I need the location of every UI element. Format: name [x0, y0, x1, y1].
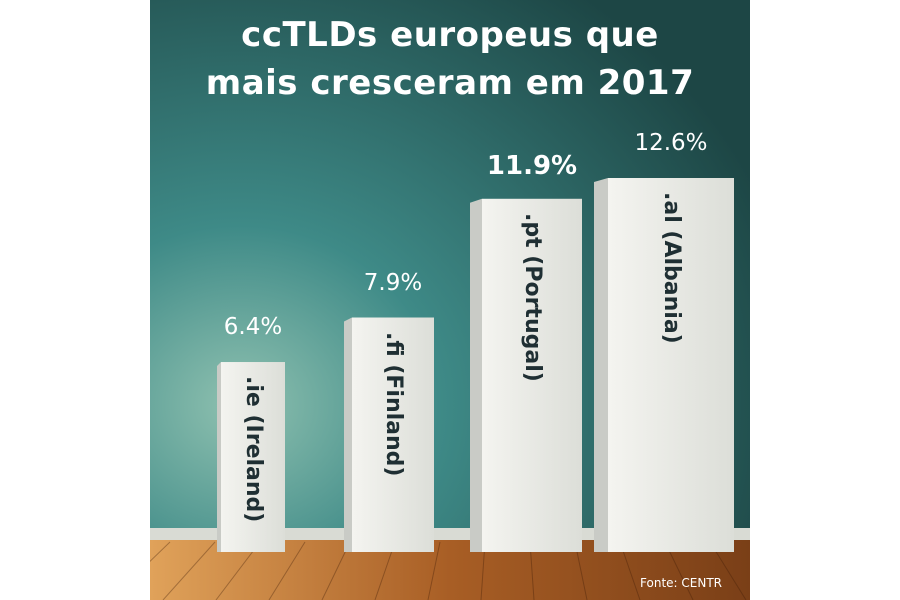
- value-label: 7.9%: [363, 269, 423, 296]
- bar-side: [470, 198, 482, 552]
- value-label: 6.4%: [223, 314, 283, 341]
- category-label: .al (Albania): [659, 192, 684, 344]
- source-note: Fonte: CENTR: [640, 576, 722, 590]
- bar: [608, 178, 734, 552]
- bar: [221, 362, 285, 552]
- bar: [482, 198, 582, 552]
- chart-canvas: [150, 0, 750, 600]
- chart-scene: ccTLDs europeus que mais cresceram em 20…: [150, 0, 750, 600]
- category-label: .ie (Ireland): [241, 376, 266, 523]
- value-label: 12.6%: [634, 130, 708, 156]
- category-label: .pt (Portugal): [520, 212, 545, 382]
- floor-board-line: [162, 541, 216, 600]
- bar-side: [217, 362, 221, 552]
- chart-title-line-1: ccTLDs europeus que: [241, 15, 659, 55]
- floor-board-line: [150, 541, 171, 563]
- chart-title-line-2: mais cresceram em 2017: [205, 63, 695, 103]
- floor-board-line: [268, 541, 306, 600]
- floor-board-line: [427, 541, 441, 600]
- bar: [352, 317, 434, 552]
- bar-columns: [217, 178, 734, 552]
- bar-side: [594, 178, 608, 552]
- category-label: .fi (Finland): [381, 331, 406, 476]
- value-label: 11.9%: [486, 150, 578, 181]
- bar-side: [344, 317, 352, 552]
